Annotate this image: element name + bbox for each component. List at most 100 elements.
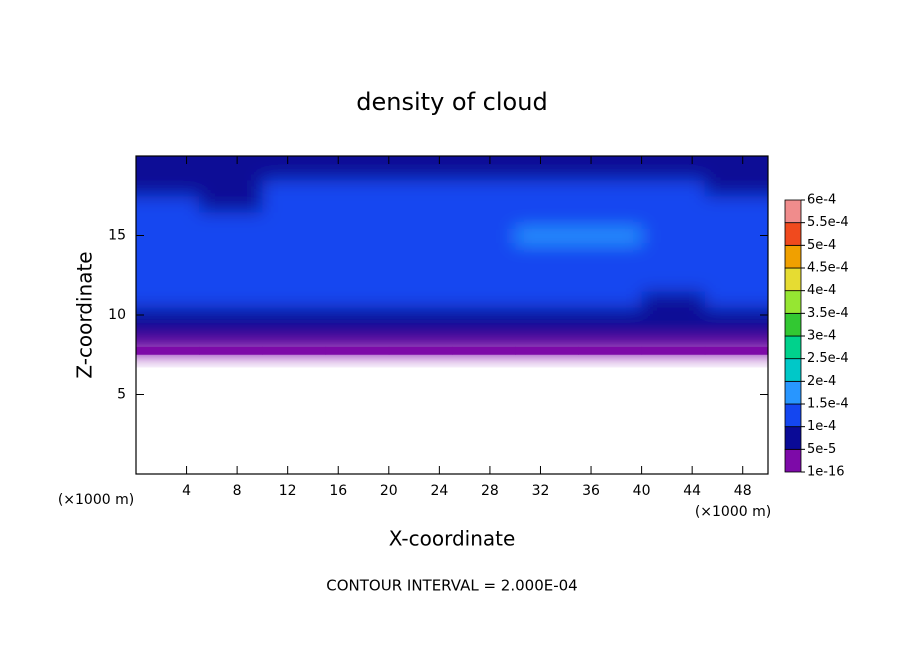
x-axis-label: X-coordinate <box>389 527 516 551</box>
contour-cell-edge <box>641 346 706 355</box>
contour-cell <box>578 179 643 197</box>
contour-cell <box>515 179 579 197</box>
colorbar-swatch <box>784 426 802 450</box>
chart-title: density of cloud <box>356 88 547 116</box>
contour-cell <box>199 211 263 229</box>
contour-cell <box>388 211 453 229</box>
contour-cell <box>199 322 263 340</box>
contour-cell-edge <box>136 346 200 355</box>
contour-cell <box>452 243 516 260</box>
contour-cell <box>388 195 453 213</box>
contour-cell <box>704 291 768 308</box>
y-axis-label: Z-coordinate <box>73 251 97 378</box>
contour-cell <box>262 243 327 260</box>
contour-cell-edge <box>704 346 768 355</box>
contour-cell <box>515 227 579 244</box>
contour-cell <box>452 179 516 197</box>
contour-cell <box>325 322 390 340</box>
contour-cell <box>704 156 768 181</box>
contour-field <box>136 156 768 355</box>
contour-cell <box>641 211 706 229</box>
contour-cell <box>641 227 706 244</box>
colorbar-swatch <box>784 403 802 428</box>
contour-cell <box>515 322 579 340</box>
x-unit: (×1000 m) <box>695 504 771 520</box>
contour-cell <box>262 195 327 213</box>
colorbar-swatch <box>784 312 802 337</box>
contour-cell <box>136 243 200 260</box>
contour-cell <box>199 259 263 276</box>
contour-cell <box>325 275 390 292</box>
x-tick-label: 24 <box>430 483 448 499</box>
contour-cell <box>136 291 200 308</box>
contour-cell <box>325 291 390 308</box>
contour-cell <box>578 259 643 276</box>
colorbar-swatch <box>784 290 802 314</box>
contour-cell <box>641 259 706 276</box>
contour-cell <box>199 307 263 324</box>
contour-cell <box>325 259 390 276</box>
contour-cell <box>325 227 390 244</box>
contour-cell <box>641 156 706 181</box>
colorbar-swatch <box>784 335 802 360</box>
x-tick-label: 36 <box>582 483 600 499</box>
contour-cell <box>452 211 516 229</box>
colorbar-swatch <box>784 380 802 405</box>
colorbar-label: 3e-4 <box>807 329 836 344</box>
contour-cell <box>199 179 263 197</box>
colorbar-label: 5.5e-4 <box>807 215 849 230</box>
contour-cell <box>325 195 390 213</box>
contour-cell <box>199 227 263 244</box>
colorbar-swatch <box>784 267 802 292</box>
contour-cell <box>325 307 390 324</box>
contour-cell <box>388 243 453 260</box>
contour-cell <box>578 156 643 181</box>
contour-cell <box>452 322 516 340</box>
contour-cell <box>136 195 200 213</box>
colorbar: 1e-16 5e-5 1e-4 1.5e-4 2e-4 2.5e-4 3e-4 3.5e-4 4… <box>784 193 849 480</box>
contour-cell <box>388 227 453 244</box>
x-tick-label: 12 <box>279 483 297 499</box>
contour-cell <box>704 195 768 213</box>
colorbar-label: 3.5e-4 <box>807 306 849 321</box>
contour-cell <box>262 156 327 181</box>
contour-cell <box>388 179 453 197</box>
contour-cell <box>452 156 516 181</box>
contour-cell <box>136 259 200 276</box>
x-tick-label: 48 <box>734 483 752 499</box>
contour-cell <box>704 259 768 276</box>
contour-cell <box>325 211 390 229</box>
contour-cell <box>515 307 579 324</box>
colorbar-swatch <box>784 199 802 224</box>
contour-cell <box>704 322 768 340</box>
contour-cell <box>199 195 263 213</box>
contour-cell <box>262 259 327 276</box>
contour-cell <box>388 156 453 181</box>
contour-cell <box>452 259 516 276</box>
contour-cell-edge <box>388 346 453 355</box>
contour-cell <box>388 322 453 340</box>
x-tick-label: 40 <box>633 483 651 499</box>
contour-cell <box>641 275 706 292</box>
contour-cell <box>136 211 200 229</box>
contour-cell <box>388 259 453 276</box>
contour-cell <box>704 243 768 260</box>
colorbar-label: 1.5e-4 <box>807 397 849 412</box>
colorbar-swatch <box>784 222 802 246</box>
contour-cell <box>325 156 390 181</box>
contour-cell <box>199 243 263 260</box>
contour-cell <box>515 243 579 260</box>
contour-cell <box>641 291 706 308</box>
contour-cell <box>388 307 453 324</box>
contour-cell-edge <box>199 346 263 355</box>
y-tick-label: 10 <box>108 307 126 323</box>
contour-cell <box>136 227 200 244</box>
contour-cell <box>452 227 516 244</box>
contour-cell <box>136 179 200 197</box>
colorbar-label: 5e-5 <box>807 442 836 457</box>
contour-cell <box>262 275 327 292</box>
colorbar-swatch <box>784 448 802 473</box>
contour-cell <box>262 307 327 324</box>
